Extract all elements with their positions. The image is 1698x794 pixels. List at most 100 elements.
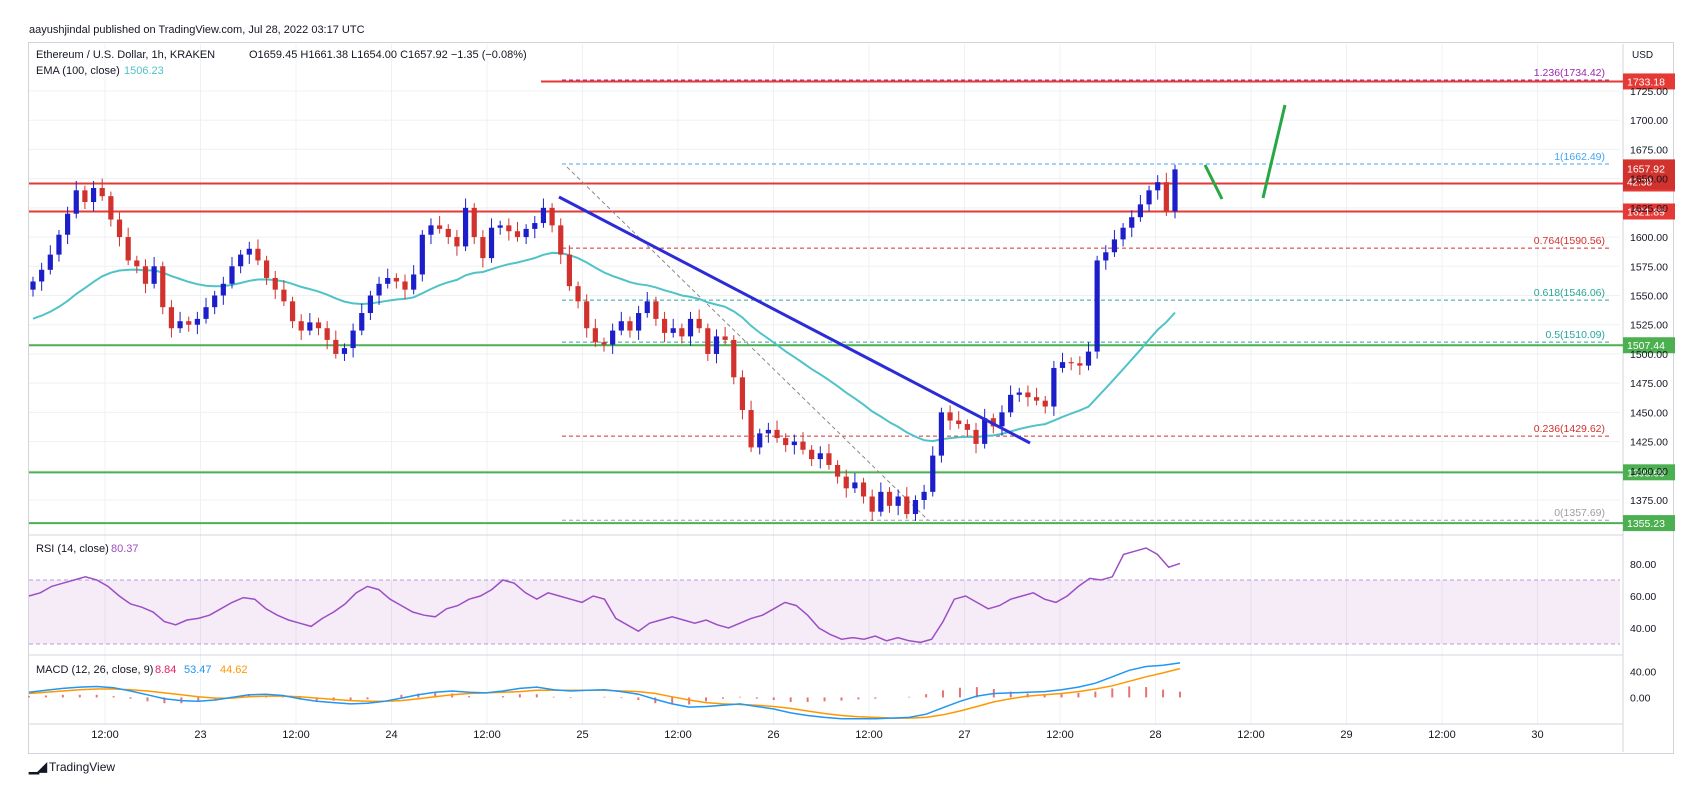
candle-body [125, 237, 131, 261]
legend-rsi-value: 80.37 [111, 543, 139, 555]
fib-level-label: 0.236(1429.62) [1534, 423, 1605, 435]
rsi-tick-label: 60.00 [1630, 591, 1656, 603]
fib-level-label: 1(1662.49) [1554, 151, 1605, 163]
candle-body [1033, 397, 1040, 401]
time-tick-label: 29 [1340, 729, 1352, 741]
candle-body [1111, 239, 1118, 253]
candle-body [437, 225, 443, 229]
rsi-line [28, 547, 1181, 644]
level-tag-label: 1733.18 [1627, 76, 1665, 88]
price-tick-label: 1650.00 [1630, 174, 1668, 186]
publisher-caption: aayushjindal published on TradingView.co… [29, 24, 365, 36]
candle-body [246, 248, 252, 255]
candle-body [834, 464, 841, 477]
time-tick-label: 12:00 [282, 729, 310, 741]
last-price-label: 1657.92 [1627, 163, 1665, 175]
candle-body [696, 318, 702, 329]
level-tag [1623, 73, 1675, 90]
price-tick-label: 1450.00 [1630, 407, 1668, 419]
candle-body [947, 412, 953, 421]
grid-lines [29, 44, 1624, 752]
legend-macd-label: MACD (12, 26, close, 9) [36, 664, 153, 676]
rsi-panel: 40.00 60.00 80.00 [28, 547, 1656, 645]
candle-body [376, 283, 382, 296]
time-tick-label: 12:00 [473, 729, 501, 741]
candle-body [687, 318, 694, 337]
level-tag [1623, 203, 1675, 220]
last-price-countdown: 42:38 [1627, 177, 1652, 188]
bearish-trendline[interactable] [558, 195, 1031, 445]
candle-body [1008, 394, 1014, 413]
candle-body [575, 286, 581, 302]
legend-rsi-label: RSI (14, close) [36, 543, 109, 555]
candle-body [65, 213, 71, 235]
candle-body [56, 234, 62, 255]
candle-body [229, 266, 235, 284]
candle-body [713, 336, 720, 354]
candle-body [99, 187, 105, 197]
chart-frame [28, 42, 1674, 754]
candle-body [757, 433, 763, 448]
macd-panel: 0.00 40.00 [28, 662, 1656, 720]
candle-body [359, 313, 365, 331]
candle-body [748, 410, 754, 448]
tradingview-brand[interactable]: ▁◢ TradingView [29, 759, 115, 775]
fib-level-label: 0.764(1590.56) [1534, 235, 1605, 247]
price-tick-label: 1375.00 [1630, 495, 1668, 507]
legend-symbol: Ethereum / U.S. Dollar, 1h, KRAKEN [36, 49, 215, 61]
candle-body [393, 277, 399, 282]
candle-body [809, 449, 815, 460]
candle-body [739, 377, 746, 411]
candle-body [506, 225, 512, 232]
candle-body [263, 260, 270, 278]
candle-body [419, 234, 425, 275]
candle-body [324, 328, 330, 340]
price-axis: USD 1375.00 1400.00 1425.00 1450.00 1475.00 15… [1630, 50, 1668, 507]
candle-body [203, 307, 209, 319]
candle-body [1146, 190, 1152, 205]
time-tick-label: 23 [194, 729, 206, 741]
candle-body [1016, 392, 1022, 395]
candle-body [298, 321, 304, 331]
candle-body [644, 301, 650, 314]
candle-body [30, 281, 36, 290]
candle-body [47, 254, 53, 270]
candle-body [445, 228, 451, 238]
level-tag [1623, 337, 1675, 354]
level-tag-label: 1507.44 [1627, 340, 1665, 352]
candle-body [238, 254, 244, 267]
candle-body [90, 187, 97, 203]
candle-body [705, 328, 711, 354]
fib-level-label: 1.236(1734.42) [1534, 67, 1605, 79]
candle-body [428, 225, 434, 235]
candle-body [912, 500, 919, 515]
price-tick-label: 1525.00 [1630, 320, 1668, 332]
candle-body [108, 196, 114, 220]
candle-body [385, 277, 391, 284]
price-tick-label: 1500.00 [1630, 349, 1668, 361]
time-tick-label: 27 [958, 729, 970, 741]
candle-body [1163, 182, 1169, 212]
candle-body [618, 321, 624, 331]
candle-body [134, 260, 140, 267]
candle-body [1094, 260, 1100, 352]
candle-body [852, 482, 858, 489]
candle-body [982, 418, 988, 444]
candle-body [462, 207, 469, 247]
price-tick-label: 1425.00 [1630, 437, 1668, 449]
candle-body [800, 441, 806, 450]
candle-body [1025, 392, 1031, 398]
candle-body [281, 289, 287, 302]
brand-name: TradingView [49, 760, 116, 774]
candle-body [186, 321, 192, 325]
price-tick-label: 1725.00 [1630, 86, 1668, 98]
macd-tick-label: 0.00 [1630, 692, 1651, 704]
price-tick-label: 1550.00 [1630, 291, 1668, 303]
candle-body [212, 295, 218, 308]
candle-body [1059, 362, 1066, 368]
candle-body [220, 283, 226, 296]
candle-body [636, 313, 642, 331]
candle-body [886, 491, 893, 506]
candle-body [956, 420, 962, 425]
